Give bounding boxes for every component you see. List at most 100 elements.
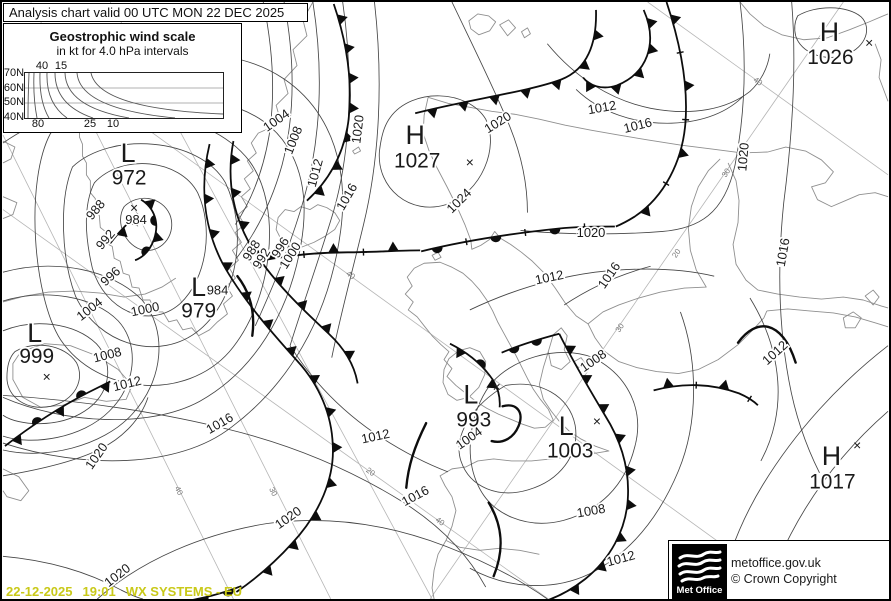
wind-scale-tick-label: 40 <box>35 60 49 72</box>
pressure-centre-value: 979 <box>181 299 216 322</box>
occluded-front <box>134 198 158 262</box>
pressure-centre-letter: L <box>27 318 42 348</box>
isobar-label: 1012 <box>360 426 391 447</box>
front-symbols <box>456 347 498 389</box>
pressure-centre-letter: H <box>822 441 841 471</box>
wind-scale-tick-label: 70N <box>3 67 25 79</box>
chart-title-bar: Analysis chart valid 00 UTC MON 22 DEC 2… <box>3 3 308 22</box>
isobar-label: 1020 <box>82 440 111 472</box>
attribution-website: metoffice.gov.uk <box>731 555 821 570</box>
warm-front <box>192 585 242 599</box>
isobar-label: 996 <box>97 263 123 289</box>
warm-front-frontolysis <box>420 225 615 253</box>
wind-scale-tick-label: 60N <box>3 82 25 94</box>
cold-front <box>306 3 351 202</box>
front-symbols <box>565 345 637 595</box>
pressure-centre-value: 999 <box>19 345 54 368</box>
pressure-centre-mark: × <box>493 378 501 394</box>
warm-front <box>501 332 560 354</box>
met-office-waves-icon <box>677 550 722 582</box>
front-symbols <box>197 589 234 599</box>
pressure-centre-mark: × <box>593 413 601 429</box>
cold-front <box>548 333 629 599</box>
pressure-centre-mark: × <box>865 35 873 51</box>
front-symbols <box>116 215 139 238</box>
wind-scale-plot <box>24 72 224 119</box>
isobar-label: 1016 <box>399 482 431 509</box>
cold-front <box>582 9 651 89</box>
issue-stamp: 22-12-2025 19:01 WX SYSTEMS - EU <box>6 584 252 599</box>
met-office-logo: Met Office <box>672 543 727 599</box>
front-symbols <box>141 199 164 256</box>
pressure-centre-value: 1017 <box>809 470 855 493</box>
isobar-label: 1020 <box>481 108 513 136</box>
pressure-centre-value: 1027 <box>394 149 440 172</box>
trough-lines <box>236 274 797 578</box>
isobar-label: 992 <box>93 226 118 252</box>
front-symbols <box>640 14 695 217</box>
isobar-label: 1004 <box>73 294 105 324</box>
isobar-label: 1004 <box>260 106 292 135</box>
isobar-label: 1012 <box>111 373 142 395</box>
wind-scale-tick-label: 80 <box>31 118 45 130</box>
pressure-centre-letter: L <box>191 272 206 302</box>
pressure-centre-subvalue: 984 <box>207 283 229 298</box>
stamp-date: 22-12-2025 <box>6 584 73 599</box>
pressure-centre-mark: × <box>466 154 474 170</box>
attribution-copyright: © Crown Copyright <box>731 572 837 586</box>
wind-scale-curves <box>25 72 224 119</box>
front-symbols <box>586 18 659 95</box>
pressure-centre-value: 993 <box>456 409 491 432</box>
front-symbols <box>663 377 753 403</box>
isobar-label: 1008 <box>92 344 123 366</box>
isobar-label: 1020 <box>577 225 606 240</box>
cold-front <box>203 143 334 593</box>
attribution-text: metoffice.gov.uk © Crown Copyright <box>727 555 837 588</box>
cold-front-frontolysis <box>258 249 421 263</box>
pressure-centre-letter: L <box>121 138 136 168</box>
stamp-system: WX SYSTEMS - EU <box>125 584 243 599</box>
isobar-label: 1016 <box>203 410 235 437</box>
pressure-centre-letter: L <box>559 411 574 441</box>
pressure-centre-mark: × <box>130 200 138 216</box>
pressure-centre-value: 1026 <box>807 46 853 69</box>
stamp-time: 19:01 <box>82 584 116 599</box>
wind-scale-subtitle: in kt for 4.0 hPa intervals <box>56 44 189 58</box>
isobar-label: 1016 <box>595 259 624 291</box>
wind-scale-tick-label: 40N <box>3 111 25 123</box>
graticule-label: 30 <box>614 321 627 334</box>
isobar-label: 984 <box>125 212 147 227</box>
front-symbols <box>426 29 604 119</box>
graticule-label: 40 <box>752 75 765 88</box>
isobar-label: 1016 <box>773 237 793 268</box>
pressure-centre-value: 972 <box>112 166 147 189</box>
cold-front-frontolysis <box>653 384 759 406</box>
weather-fronts <box>4 2 759 599</box>
pressure-centre-letter: H <box>820 17 839 47</box>
graticule-label: 20 <box>670 247 683 260</box>
pressure-centre-mark: × <box>43 368 51 384</box>
chart-title: Analysis chart valid 00 UTC MON 22 DEC 2… <box>9 5 285 20</box>
wind-scale-title: Geostrophic wind scale <box>49 29 196 44</box>
front-symbols <box>11 381 110 446</box>
met-office-attribution: Met Office metoffice.gov.uk © Crown Copy… <box>668 540 889 599</box>
isobar-label: 1020 <box>734 142 751 172</box>
front-symbols <box>508 338 542 354</box>
wind-scale-panel: Geostrophic wind scale in kt for 4.0 hPa… <box>3 23 242 133</box>
front-symbols <box>431 223 589 254</box>
pressure-centre-letter: L <box>463 379 478 409</box>
isobar-label: 1020 <box>272 503 304 532</box>
isobar-label: 1012 <box>587 97 618 117</box>
front-symbols <box>204 157 343 576</box>
front-symbols <box>314 14 359 196</box>
isobar-label: 1016 <box>333 181 360 213</box>
isobar-label: 1020 <box>348 114 366 144</box>
wind-scale-tick-label: 50N <box>3 96 25 108</box>
wind-scale-tick-label: 25 <box>83 118 97 130</box>
graticule-label: 40 <box>173 485 185 497</box>
pressure-centre-letter: H <box>406 120 425 150</box>
isobar-label: 1008 <box>576 501 607 521</box>
